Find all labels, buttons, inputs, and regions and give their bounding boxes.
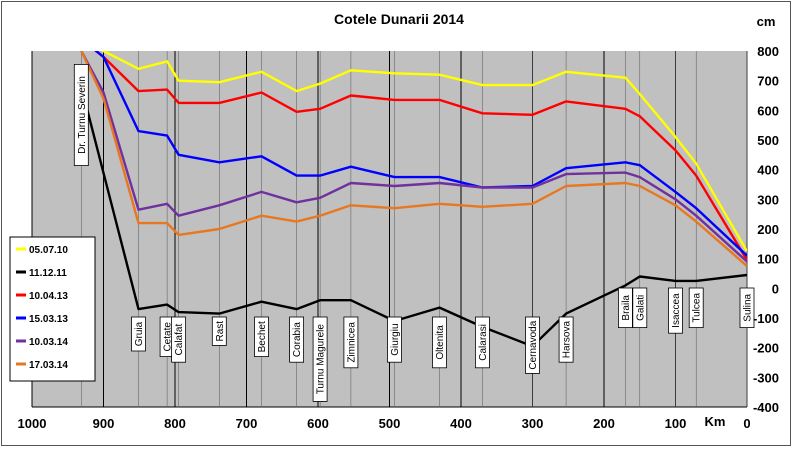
location-label-7: Turnu Magurele [312, 316, 328, 402]
location-label-8: Zimnicea [343, 316, 359, 369]
y-axis-ticks: 800 700 600 500 400 300 200 100 0 -100 -200 -300 -40… [753, 44, 779, 415]
series-lines [80, 51, 747, 348]
location-label-9: Giurgiu [387, 316, 402, 363]
x-axis-ticks: 1000 900 800 700 600 500 400 300 200 100 0 [18, 416, 751, 431]
x-tick-1: 900 [93, 416, 115, 431]
y-tick-0: 800 [757, 44, 779, 59]
chart-title: Cotele Dunarii 2014 [334, 11, 464, 27]
location-name-9: Giurgiu [390, 323, 401, 355]
location-label-15: Galati [632, 287, 648, 328]
legend-label-4: 10.03.14 [29, 337, 68, 348]
location-label-5: Bechet [254, 316, 269, 357]
location-name-1: Gruia [134, 321, 145, 346]
location-label-18: Sulina [739, 287, 755, 328]
location-name-17: Tulcea [692, 293, 703, 323]
x-tick-10: 0 [743, 416, 750, 431]
legend-label-2: 10.04.13 [29, 291, 68, 302]
x-tick-5: 500 [379, 416, 401, 431]
x-tick-2: 800 [164, 416, 186, 431]
series-line-17.03.14 [80, 51, 747, 268]
x-tick-8: 200 [593, 416, 615, 431]
x-tick-7: 300 [522, 416, 544, 431]
x-tick-9: 100 [665, 416, 687, 431]
location-label-12: Cernavoda [525, 316, 540, 374]
y-tick-1: 700 [757, 74, 779, 89]
series-line-05.07.10 [101, 51, 747, 252]
location-label-11: Calarasi [474, 316, 490, 369]
x-tick-4: 600 [307, 416, 329, 431]
location-label-13: Harsova [558, 316, 574, 363]
location-label-16: Isaccea [668, 287, 683, 334]
location-label-6: Corabia [289, 316, 305, 363]
location-name-15: Galati [635, 295, 646, 321]
y-tick-12: -400 [753, 400, 779, 415]
series-line-15.03.13 [94, 51, 747, 257]
x-tick-3: 700 [236, 416, 258, 431]
legend-box [9, 236, 96, 382]
location-label-0: Dr. Turnu Severin [73, 64, 89, 166]
series-line-10.03.14 [80, 51, 747, 263]
location-name-4: Rast [215, 321, 226, 342]
location-name-13: Harsova [562, 321, 573, 359]
y-tick-6: 200 [757, 222, 779, 237]
location-name-0: Dr. Turnu Severin [77, 76, 88, 154]
legend-label-5: 17.03.14 [29, 360, 68, 371]
y-tick-5: 300 [757, 192, 779, 207]
y-axis-unit: cm [757, 14, 776, 29]
location-name-2: Cetate [163, 322, 174, 352]
y-tick-2: 600 [757, 103, 779, 118]
location-name-14: Braila [621, 295, 632, 321]
y-tick-9: -100 [753, 311, 779, 326]
location-name-6: Corabia [292, 322, 303, 357]
location-label-3: Calafat [171, 316, 187, 363]
y-tick-4: 400 [757, 163, 779, 178]
location-label-17: Tulcea [688, 287, 704, 328]
location-name-12: Cernavoda [528, 320, 539, 369]
series-line-10.04.13 [94, 51, 747, 261]
y-tick-11: -300 [753, 370, 779, 385]
location-name-11: Calarasi [478, 324, 489, 361]
location-label-10: Oltenita [432, 316, 447, 369]
location-name-5: Bechet [257, 321, 268, 352]
location-name-8: Zimnicea [346, 322, 357, 363]
location-name-16: Isaccea [671, 293, 682, 328]
location-name-7: Turnu Magurele [316, 324, 327, 395]
x-tick-0: 1000 [18, 416, 47, 431]
legend-label-3: 15.03.13 [29, 314, 68, 325]
location-labels: Dr. Turnu Severin Gruia Cetate Calafat Rast B… [73, 64, 755, 402]
x-axis-unit: Km [705, 414, 726, 429]
location-name-10: Oltenita [435, 325, 446, 360]
location-label-4: Rast [211, 316, 227, 346]
location-name-18: Sulina [743, 293, 754, 321]
x-tick-6: 400 [450, 416, 472, 431]
legend: 05.07.10 11.12.11 10.04.13 15.03.13 10.03.14… [9, 236, 96, 382]
location-name-3: Calafat [174, 324, 185, 356]
y-tick-10: -200 [753, 341, 779, 356]
y-tick-3: 500 [757, 133, 779, 148]
legend-label-1: 11.12.11 [29, 268, 67, 279]
legend-label-0: 05.07.10 [29, 245, 68, 256]
location-label-14: Braila [618, 287, 633, 328]
y-tick-8: 0 [772, 281, 779, 296]
y-tick-7: 100 [757, 252, 779, 267]
location-label-1: Gruia [131, 316, 146, 352]
